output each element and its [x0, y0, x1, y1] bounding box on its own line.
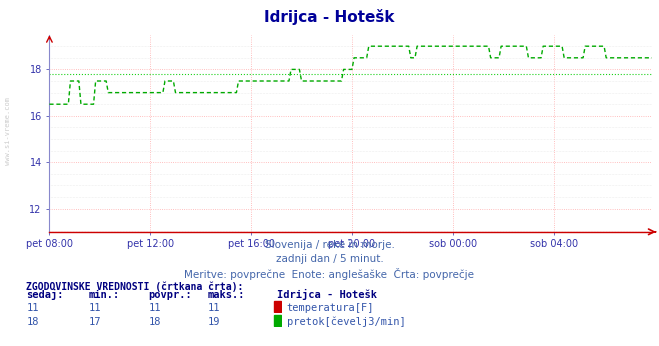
Text: zadnji dan / 5 minut.: zadnji dan / 5 minut.: [275, 254, 384, 264]
Text: Idrijca - Hotešk: Idrijca - Hotešk: [264, 9, 395, 25]
Text: sedaj:: sedaj:: [26, 289, 64, 300]
Text: 11: 11: [26, 303, 39, 313]
Text: pretok[čevelj3/min]: pretok[čevelj3/min]: [287, 317, 405, 327]
Text: maks.:: maks.:: [208, 290, 245, 300]
Text: www.si-vreme.com: www.si-vreme.com: [5, 98, 11, 165]
Bar: [274, 301, 281, 312]
Text: 11: 11: [89, 303, 101, 313]
Text: 18: 18: [148, 317, 161, 327]
Text: 18: 18: [26, 317, 39, 327]
Text: 11: 11: [208, 303, 220, 313]
Text: min.:: min.:: [89, 290, 120, 300]
Text: Slovenija / reke in morje.: Slovenija / reke in morje.: [264, 240, 395, 251]
Text: 11: 11: [148, 303, 161, 313]
Bar: [274, 315, 281, 326]
Text: Meritve: povprečne  Enote: anglešaške  Črta: povprečje: Meritve: povprečne Enote: anglešaške Črt…: [185, 268, 474, 280]
Text: temperatura[F]: temperatura[F]: [287, 303, 374, 313]
Text: ZGODOVINSKE VREDNOSTI (črtkana črta):: ZGODOVINSKE VREDNOSTI (črtkana črta):: [26, 282, 244, 292]
Text: 17: 17: [89, 317, 101, 327]
Text: 19: 19: [208, 317, 220, 327]
Text: Idrijca - Hotešk: Idrijca - Hotešk: [277, 289, 377, 300]
Text: povpr.:: povpr.:: [148, 290, 192, 300]
